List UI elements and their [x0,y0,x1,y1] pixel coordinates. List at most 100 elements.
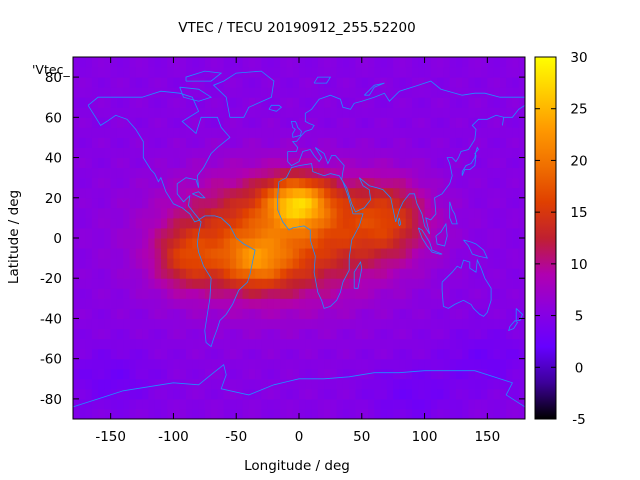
heatmap-cell [342,328,350,340]
heatmap-cell [160,338,168,350]
heatmap-cell [104,177,112,189]
heatmap-cell [336,107,344,118]
heatmap-cell [342,137,350,148]
heatmap-cell [506,318,513,329]
heatmap-cell [79,227,87,239]
heatmap-cell [186,258,193,269]
heatmap-cell [393,328,400,340]
heatmap-cell [79,147,87,159]
heatmap-cell [255,368,262,380]
heatmap-cell [430,318,438,329]
heatmap-cell [192,217,200,229]
heatmap-cell [424,167,432,179]
heatmap-cell [355,348,363,360]
heatmap-cell [236,378,243,390]
heatmap-cell [280,197,287,209]
heatmap-cell [192,87,200,98]
heatmap-cell [368,408,375,420]
heatmap-cell [405,227,413,239]
heatmap-cell [506,187,513,199]
heatmap-cell [104,338,112,350]
heatmap-cell [267,398,275,410]
heatmap-cell [154,97,162,108]
heatmap-cell [443,288,451,299]
heatmap-cell [317,298,325,309]
heatmap-cell [79,248,87,259]
heatmap-cell [242,368,250,380]
heatmap-cell [455,378,463,390]
heatmap-cell [324,147,331,159]
heatmap-cell [518,368,526,380]
heatmap-cell [342,338,350,350]
heatmap-cell [198,167,206,179]
heatmap-cell [386,328,394,340]
heatmap-cell [342,238,350,249]
heatmap-cell [311,57,319,68]
heatmap-cell [85,217,93,229]
heatmap-cell [148,127,156,138]
heatmap-cell [424,398,432,410]
heatmap-cell [405,248,413,259]
heatmap-cell [474,248,482,259]
heatmap-cell [167,318,174,329]
heatmap-cell [142,288,149,299]
heatmap-cell [73,177,80,189]
heatmap-cell [305,398,313,410]
heatmap-cell [267,358,275,370]
heatmap-cell [173,137,181,148]
heatmap-cell [173,117,181,128]
heatmap-cell [85,187,93,199]
heatmap-cell [123,117,130,128]
heatmap-cell [248,278,256,289]
heatmap-cell [380,288,388,299]
heatmap-cell [261,127,269,138]
coastline-new-guinea [463,239,489,259]
heatmap-cell [261,57,269,68]
heatmap-cell [355,378,363,390]
heatmap-cell [198,177,206,189]
heatmap-cell [305,137,313,148]
heatmap-cell [273,197,281,209]
heatmap-cell [311,308,319,319]
heatmap-cell [430,298,438,309]
heatmap-cell [449,127,457,138]
heatmap-cell [198,248,206,259]
heatmap-cell [349,288,356,299]
heatmap-cell [361,328,369,340]
heatmap-cell [468,318,476,329]
heatmap-cell [437,147,444,159]
heatmap-cell [361,177,369,189]
heatmap-cell [311,328,319,340]
heatmap-cell [374,77,382,88]
heatmap-cell [368,358,375,370]
heatmap-cell [286,398,294,410]
heatmap-cell [317,147,325,159]
heatmap-cell [280,338,287,350]
heatmap-cell [186,147,193,159]
heatmap-cell [123,87,130,98]
heatmap-cell [474,268,482,279]
heatmap-cell [481,398,488,410]
heatmap-cell [399,408,407,420]
heatmap-cell [443,217,451,229]
heatmap-cell [468,217,476,229]
heatmap-cell [204,227,212,239]
heatmap-cell [154,278,162,289]
heatmap-cell [211,77,218,88]
heatmap-cell [211,87,218,98]
heatmap-cell [116,97,124,108]
heatmap-cell [468,197,476,209]
heatmap-cell [443,398,451,410]
y-tick-label: -40 [40,311,62,327]
heatmap-cell [361,318,369,329]
heatmap-cell [236,147,243,159]
heatmap-cell [142,348,149,360]
heatmap-cell [518,107,526,118]
heatmap-cell [443,157,451,169]
heatmap-cell [481,348,488,360]
heatmap-cell [236,227,243,239]
coastlines [72,70,526,408]
heatmap-cell [204,288,212,299]
heatmap-cell [424,147,432,159]
heatmap-cell [330,97,338,108]
